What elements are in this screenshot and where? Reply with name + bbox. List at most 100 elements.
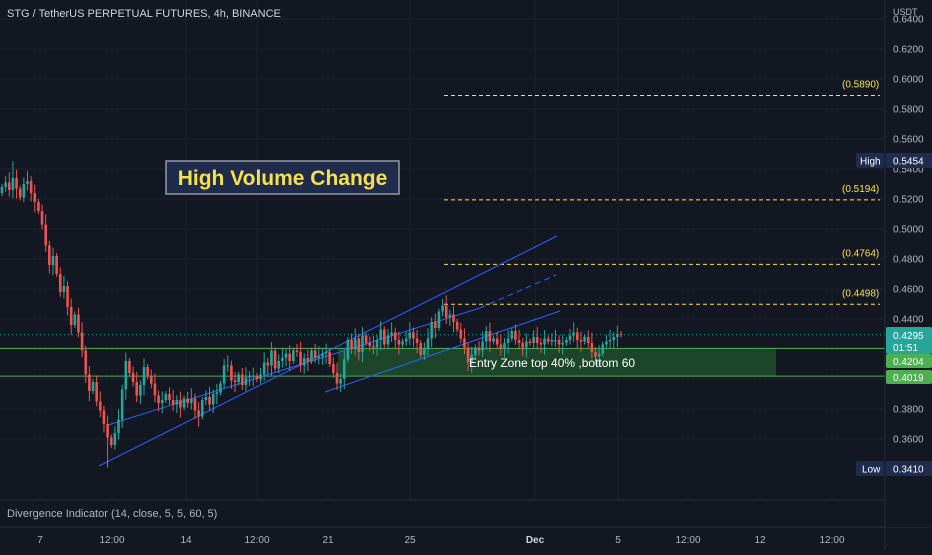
candle-body[interactable]	[357, 338, 361, 353]
candle-body[interactable]	[372, 346, 375, 348]
candle-body[interactable]	[226, 365, 230, 367]
candle-body[interactable]	[386, 335, 390, 345]
candle-body[interactable]	[33, 193, 37, 202]
candle-body[interactable]	[455, 322, 459, 330]
candle-body[interactable]	[452, 314, 455, 323]
candle-body[interactable]	[484, 331, 488, 342]
candle-body[interactable]	[423, 349, 426, 355]
candle-body[interactable]	[22, 184, 26, 198]
candle-body[interactable]	[288, 353, 291, 362]
candle-body[interactable]	[517, 340, 521, 343]
candle-body[interactable]	[51, 256, 55, 265]
main-pane[interactable]	[0, 0, 885, 500]
candle-body[interactable]	[208, 397, 211, 405]
candle-body[interactable]	[321, 353, 324, 357]
candle-body[interactable]	[332, 364, 335, 373]
candle-body[interactable]	[619, 334, 623, 335]
candle-body[interactable]	[550, 340, 554, 342]
candle-body[interactable]	[277, 361, 281, 369]
candle-body[interactable]	[135, 382, 139, 396]
candle-body[interactable]	[237, 374, 240, 383]
candle-body[interactable]	[441, 305, 444, 312]
candle-body[interactable]	[375, 340, 379, 348]
candle-body[interactable]	[477, 347, 481, 351]
candle-body[interactable]	[546, 338, 550, 342]
candle-body[interactable]	[594, 352, 597, 357]
candle-body[interactable]	[383, 329, 386, 345]
candle-body[interactable]	[160, 400, 164, 403]
candle-body[interactable]	[222, 365, 226, 384]
candle-body[interactable]	[539, 343, 543, 345]
candle-body[interactable]	[179, 400, 182, 408]
candle-body[interactable]	[0, 187, 4, 193]
candle-body[interactable]	[605, 341, 608, 345]
candle-body[interactable]	[171, 400, 175, 405]
candle-body[interactable]	[248, 376, 251, 378]
candle-body[interactable]	[48, 245, 51, 266]
candle-body[interactable]	[15, 178, 18, 189]
candle-body[interactable]	[412, 332, 415, 339]
candle-body[interactable]	[510, 331, 514, 339]
candle-body[interactable]	[142, 367, 146, 385]
candle-body[interactable]	[597, 353, 601, 357]
candle-body[interactable]	[586, 337, 590, 343]
candle-body[interactable]	[99, 401, 102, 411]
candle-body[interactable]	[251, 376, 255, 377]
candle-body[interactable]	[182, 398, 186, 408]
candle-body[interactable]	[284, 353, 288, 359]
candle-body[interactable]	[317, 356, 321, 359]
channel-mid-line[interactable]	[107, 307, 481, 426]
candle-body[interactable]	[608, 340, 612, 342]
candle-body[interactable]	[434, 322, 437, 328]
candle-body[interactable]	[230, 365, 233, 381]
candle-body[interactable]	[554, 340, 557, 341]
candles-group[interactable]	[0, 160, 623, 468]
candle-body[interactable]	[244, 377, 248, 386]
candle-body[interactable]	[69, 307, 73, 325]
candle-body[interactable]	[124, 361, 128, 390]
candle-body[interactable]	[616, 334, 619, 337]
candle-body[interactable]	[430, 322, 433, 339]
candle-body[interactable]	[139, 385, 142, 396]
candle-body[interactable]	[80, 332, 84, 351]
candle-body[interactable]	[404, 338, 408, 342]
candle-body[interactable]	[11, 178, 15, 190]
candle-body[interactable]	[525, 341, 528, 348]
candle-body[interactable]	[299, 352, 302, 366]
candle-body[interactable]	[190, 398, 193, 404]
candle-body[interactable]	[102, 410, 106, 425]
channel-mid-extension[interactable]	[479, 274, 557, 309]
candle-body[interactable]	[448, 314, 452, 318]
candle-body[interactable]	[568, 335, 572, 341]
candle-body[interactable]	[495, 338, 499, 345]
candle-body[interactable]	[463, 338, 466, 348]
candle-body[interactable]	[84, 350, 88, 375]
candle-body[interactable]	[350, 340, 353, 349]
candle-body[interactable]	[128, 361, 131, 373]
candle-body[interactable]	[197, 410, 200, 417]
candle-body[interactable]	[368, 343, 372, 346]
candle-body[interactable]	[168, 394, 171, 400]
candle-body[interactable]	[211, 394, 215, 405]
candle-body[interactable]	[120, 389, 124, 420]
time-axis[interactable]: 7 12:00 14 12:00 21 25 Dec 5 12:00 12 12:00	[37, 535, 845, 546]
high-volume-banner[interactable]	[165, 160, 400, 195]
candle-body[interactable]	[379, 329, 382, 341]
candle-body[interactable]	[339, 379, 342, 384]
candle-body[interactable]	[281, 358, 284, 361]
candle-body[interactable]	[466, 347, 470, 363]
candle-body[interactable]	[200, 400, 204, 417]
candle-body[interactable]	[612, 337, 616, 340]
candle-body[interactable]	[164, 394, 168, 400]
candle-body[interactable]	[77, 314, 80, 333]
candle-body[interactable]	[361, 335, 364, 353]
candle-body[interactable]	[73, 314, 77, 326]
candle-body[interactable]	[106, 424, 109, 438]
candle-body[interactable]	[241, 374, 244, 386]
candle-body[interactable]	[95, 382, 98, 402]
candle-body[interactable]	[219, 383, 222, 393]
candle-body[interactable]	[233, 380, 237, 383]
candle-body[interactable]	[488, 331, 492, 342]
candle-body[interactable]	[481, 341, 484, 351]
candle-body[interactable]	[401, 341, 404, 345]
